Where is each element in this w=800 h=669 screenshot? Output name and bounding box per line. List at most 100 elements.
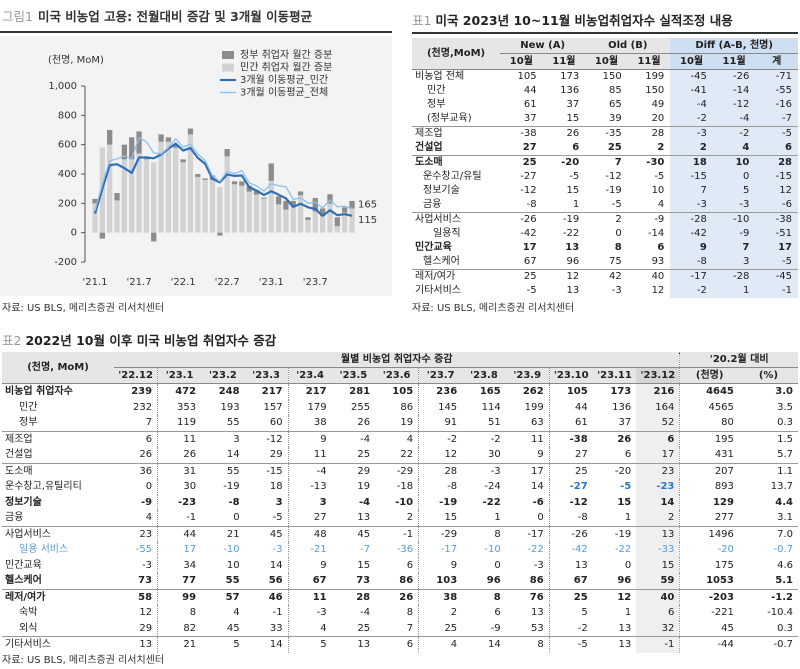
row-label: 비농업 전체 — [415, 71, 465, 82]
cell: -38 — [548, 430, 593, 447]
bar — [136, 153, 142, 233]
bar — [202, 179, 208, 233]
cell: 8 — [614, 242, 622, 253]
cell: -3 — [670, 126, 713, 141]
cell: 53 — [530, 622, 544, 634]
header-cell: '23.11 — [592, 367, 637, 384]
cell: 30 — [487, 449, 501, 460]
cell: 14 — [269, 559, 283, 571]
cell: 217 — [287, 383, 332, 400]
chart-panel — [0, 36, 392, 296]
table-row: 기타서비스 -5 13 -3 12 -2 1 -1 — [412, 284, 798, 298]
cell: -15 — [244, 462, 289, 479]
cell: -30 — [627, 155, 671, 170]
cell: 0 — [494, 559, 501, 571]
cell: 1.1 — [738, 462, 798, 479]
table-row: 헬스케어 73 77 55 56 67 73 86 103 96 86 67 96 59 1053 5.1 — [2, 573, 798, 589]
header-cell: 11월 — [627, 53, 671, 70]
cell: 5 — [548, 605, 593, 621]
header-cell: '23.4 — [287, 367, 332, 384]
cell: -5 — [755, 255, 798, 270]
row-label: 정보기술 — [423, 185, 460, 196]
header-cell: '23.5 — [331, 367, 376, 384]
row-label: 기타서비스 — [2, 636, 115, 653]
cell: -33 — [636, 542, 680, 558]
x-tick-label: '23.1 — [259, 277, 284, 288]
cell: 1 — [712, 284, 756, 298]
cell: -4 — [360, 607, 371, 618]
cell: 26 — [357, 417, 371, 428]
cell: 6 — [755, 141, 798, 156]
row-label: 외식 — [19, 622, 38, 634]
row-label: 일용직 — [433, 228, 461, 239]
cell: 3.0 — [775, 386, 793, 397]
bar — [231, 181, 238, 185]
bar — [217, 232, 223, 236]
cell: -14 — [712, 84, 756, 98]
bar — [165, 141, 172, 233]
cell: 26 — [375, 588, 419, 605]
cell: 38 — [418, 588, 463, 605]
cell: 44 — [157, 525, 202, 542]
cell: 10 — [651, 185, 665, 196]
cell: 26 — [592, 430, 637, 447]
cell: 281 — [349, 386, 371, 397]
cell: -29 — [418, 525, 463, 542]
cell: 6 — [624, 449, 632, 460]
bar — [246, 191, 252, 233]
bar — [275, 204, 282, 233]
cell: 67 — [287, 573, 332, 589]
cell: 13 — [566, 285, 580, 296]
cell: 5.7 — [777, 449, 793, 460]
cell: 255 — [351, 401, 371, 413]
bar — [180, 159, 186, 163]
cell: -22 — [562, 228, 580, 239]
cell: 7 — [712, 241, 756, 255]
bar — [158, 134, 164, 142]
header-row: (천명,MoM) New (A) Old (B) Diff (A-B, 천명) — [412, 38, 798, 70]
table-row: 도소매 36 31 55 -15 -4 29 -29 28 -3 17 25 -20 23 207 1.1 — [2, 462, 798, 479]
y-tick-label: 1,000 — [48, 81, 77, 92]
bar — [312, 198, 318, 212]
cell: 40 — [627, 269, 671, 284]
cell: -7 — [755, 112, 798, 127]
y-tick-label: -200 — [54, 257, 77, 268]
cell: -19 — [605, 185, 622, 196]
cell: -12 — [520, 185, 537, 196]
bar — [121, 144, 128, 160]
cell: 105 — [517, 71, 537, 82]
x-tick-label: '23.7 — [303, 277, 328, 288]
row-label: 레저/여가 — [412, 269, 501, 284]
cell: 17 — [636, 447, 680, 463]
header-cell: 10월 — [670, 53, 713, 70]
bar — [151, 232, 157, 242]
cell: 42 — [585, 269, 628, 284]
cell: 45 — [679, 620, 739, 637]
header-cell: 11월 — [542, 53, 586, 70]
cell: 11 — [157, 430, 202, 447]
cell: 157 — [263, 401, 283, 413]
row-label: 민간 — [19, 401, 38, 413]
table-row: 사업서비스 23 44 21 45 48 45 -1 -29 8 -17 -26 -19 13 1496 7.… — [2, 525, 798, 542]
header-cell: '23.2 — [201, 367, 245, 384]
cell: 472 — [157, 383, 202, 400]
cell: 4 — [712, 141, 756, 156]
cell: 21 — [157, 636, 202, 653]
cell: -3 — [142, 559, 153, 571]
cell: 0.3 — [777, 417, 793, 428]
cell: -35 — [585, 126, 628, 141]
cell: 73 — [138, 575, 153, 586]
y-tick-label: 0 — [71, 228, 77, 239]
cell: 1 — [624, 512, 632, 523]
cell: -26 — [500, 212, 543, 227]
bar — [114, 200, 120, 233]
end-label: 165 — [358, 199, 377, 210]
cell: 21 — [201, 525, 245, 542]
cell: 175 — [679, 557, 739, 573]
legend-label: 3개월 이동평균_민간 — [240, 74, 328, 86]
cell: -45 — [670, 69, 713, 84]
cell: 63 — [530, 417, 544, 428]
cell: 353 — [157, 399, 202, 415]
cell: 45 — [226, 622, 240, 634]
cell: 93 — [651, 256, 665, 267]
